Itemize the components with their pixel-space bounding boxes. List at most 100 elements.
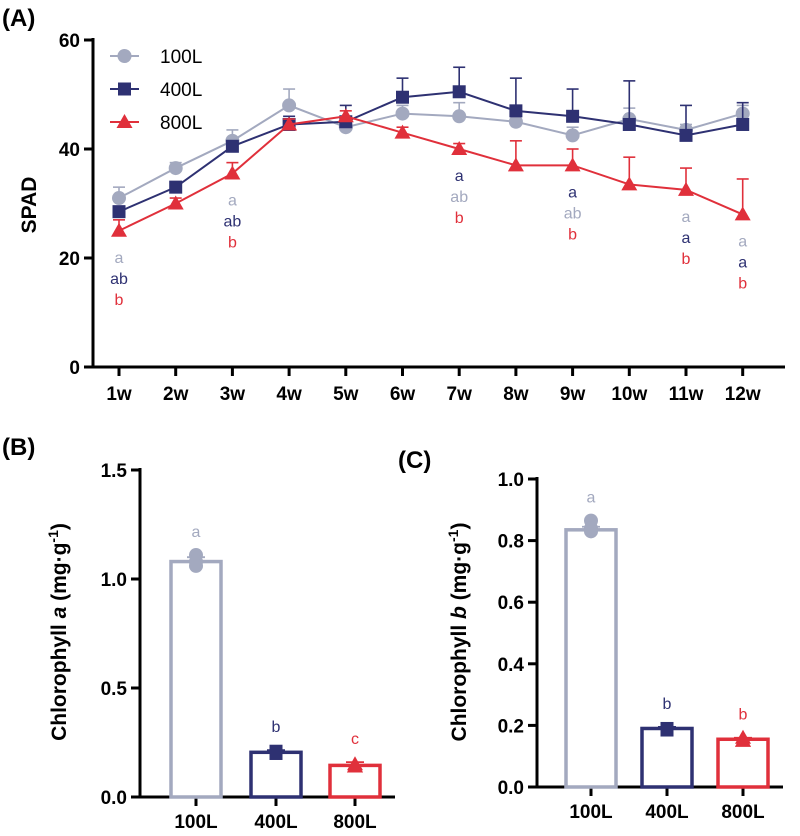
legend-marker: [116, 114, 133, 128]
x-tick-label: 1w: [106, 384, 132, 405]
significance-letter: b: [739, 707, 748, 724]
y-tick-label: 1.5: [101, 461, 128, 482]
bar-400L: [640, 726, 694, 789]
significance-letter: a: [587, 490, 596, 507]
data-point: [189, 558, 203, 573]
series-line-800L: [118, 115, 744, 232]
panel-label-b: (B): [2, 434, 35, 461]
y-tick-label: 0.0: [101, 788, 127, 809]
data-point: [735, 732, 751, 747]
legend: 100L 400L 800L: [110, 47, 202, 134]
significance-letter: a: [568, 184, 577, 201]
data-point: [621, 176, 638, 191]
significance-letter: b: [272, 719, 281, 736]
data-point: [507, 157, 524, 172]
data-point: [112, 191, 126, 206]
significance-letter: b: [663, 696, 672, 713]
significance-letter: b: [682, 251, 691, 268]
data-point: [337, 108, 354, 123]
x-tick-label: 4w: [276, 384, 302, 405]
x-tick-label: 100L: [174, 812, 218, 833]
y-tick-label: 0: [69, 358, 80, 379]
data-point: [225, 139, 239, 153]
x-tick-label: 11w: [669, 384, 704, 405]
y-tick-label: 0.2: [498, 716, 524, 737]
data-point: [395, 106, 410, 121]
y-tick-label: 0.8: [498, 532, 524, 553]
significance-letter: a: [738, 254, 747, 271]
significance-letter: ab: [450, 189, 468, 206]
x-tick-label: 6w: [390, 384, 416, 405]
data-point: [168, 161, 183, 176]
significance-letter: a: [682, 209, 691, 226]
data-point: [112, 205, 126, 219]
data-point: [736, 117, 750, 131]
y-tick-label: 1.0: [498, 470, 524, 491]
panel-label-c: (C): [398, 447, 431, 474]
data-point: [396, 90, 409, 104]
data-point: [584, 524, 598, 539]
x-tick-label: 400L: [645, 802, 689, 823]
significance-letter: a: [115, 250, 124, 267]
x-tick-label: 2w: [163, 384, 189, 405]
y-tick-label: 40: [59, 140, 80, 161]
panel-label-a: (A): [2, 5, 35, 32]
data-point: [269, 746, 283, 760]
x-tick-label: 9w: [560, 384, 586, 405]
y-tick-label: 0.4: [498, 655, 525, 676]
series-line-100L: [118, 104, 743, 199]
y-axis-label: SPAD: [18, 177, 41, 234]
significance-letter: b: [738, 275, 747, 292]
chlorophyll-b-bar-chart: Chlorophyll b (mg·g-1) 0.0 0.2 0.4 0.6 0.8 1.…: [445, 470, 783, 823]
y-tick-label: 1.0: [101, 570, 127, 591]
data-point: [282, 98, 297, 113]
x-tick-label: 10w: [611, 384, 647, 405]
y-tick-label: 0.5: [101, 679, 128, 700]
data-point: [111, 222, 127, 237]
data-point: [678, 181, 694, 196]
bar-100L: [169, 559, 223, 799]
significance-letter: b: [228, 235, 237, 252]
data-point: [679, 128, 693, 142]
series-line-400L: [118, 90, 743, 213]
data-point: [622, 117, 636, 131]
significance-letter: a: [192, 524, 201, 541]
data-point: [508, 114, 523, 129]
significance-letter: ab: [564, 205, 582, 222]
data-point: [566, 109, 580, 123]
significance-letter: a: [682, 230, 691, 247]
y-tick-label: 20: [59, 249, 80, 270]
data-point: [224, 165, 241, 180]
data-point: [167, 195, 184, 210]
legend-marker: [117, 49, 132, 63]
data-point: [281, 116, 298, 131]
y-axis-label: Chlorophyll a (mg·g-1): [45, 523, 71, 741]
significance-letter: ab: [224, 214, 242, 231]
data-point: [451, 141, 468, 155]
significance-letter: a: [738, 233, 747, 250]
x-tick-label: 3w: [220, 384, 246, 405]
significance-letter: b: [115, 292, 124, 309]
significance-letter: b: [455, 210, 464, 227]
significance-letter: c: [351, 731, 359, 748]
bar-100L: [564, 528, 618, 789]
significance-letter: ab: [110, 271, 128, 288]
y-tick-label: 0.6: [498, 593, 524, 614]
x-tick-label: 100L: [569, 802, 613, 823]
x-tick-label: 12w: [725, 384, 761, 405]
y-axis-label: Chlorophyll b (mg·g-1): [445, 523, 471, 742]
series-800L: [111, 108, 751, 237]
x-tick-label: 800L: [333, 812, 377, 833]
data-point: [660, 723, 674, 737]
x-tick-label: 8w: [503, 384, 529, 405]
legend-label: 800L: [160, 113, 202, 134]
data-point: [452, 109, 467, 124]
significance-letter: b: [568, 226, 577, 243]
data-point: [564, 157, 581, 172]
y-tick-label: 60: [59, 31, 80, 52]
data-point: [452, 85, 466, 99]
x-tick-label: 800L: [721, 802, 765, 823]
significance-letter: a: [455, 168, 464, 185]
